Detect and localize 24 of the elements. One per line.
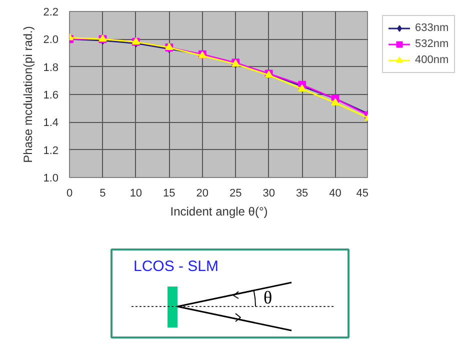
x-tick-label: 10 <box>130 188 142 200</box>
x-tick-label: 15 <box>163 188 176 200</box>
x-tick-label: 35 <box>296 188 308 200</box>
x-tick-label: 25 <box>229 188 242 200</box>
legend-label: 532nm <box>415 37 449 51</box>
y-tick-label: 1.2 <box>43 144 59 157</box>
y-tick-label: 2.0 <box>43 34 59 46</box>
y-tick-label: 1.8 <box>43 62 59 74</box>
x-tick-label: 30 <box>262 188 275 200</box>
legend-label: 633nm <box>415 21 449 35</box>
x-tick-label: 0 <box>66 188 73 200</box>
legend-label: 400nm <box>415 53 449 67</box>
y-axis-title: Phase mcdulation(pi rad.) <box>21 26 36 163</box>
y-tick-label: 1.0 <box>43 172 59 184</box>
x-tick-label: 40 <box>329 188 342 200</box>
x-axis-title: Incident angle θ(°) <box>170 204 268 218</box>
x-tick-label: 45 <box>356 188 369 200</box>
text: θ <box>264 288 272 308</box>
x-tick-label: 20 <box>196 188 209 200</box>
x-tick-label: 5 <box>100 188 106 200</box>
text: LCOS - SLM <box>134 258 219 275</box>
y-tick-label: 2.2 <box>43 6 59 18</box>
y-tick-label: 1.6 <box>43 90 59 102</box>
y-tick-label: 1.4 <box>43 117 59 130</box>
